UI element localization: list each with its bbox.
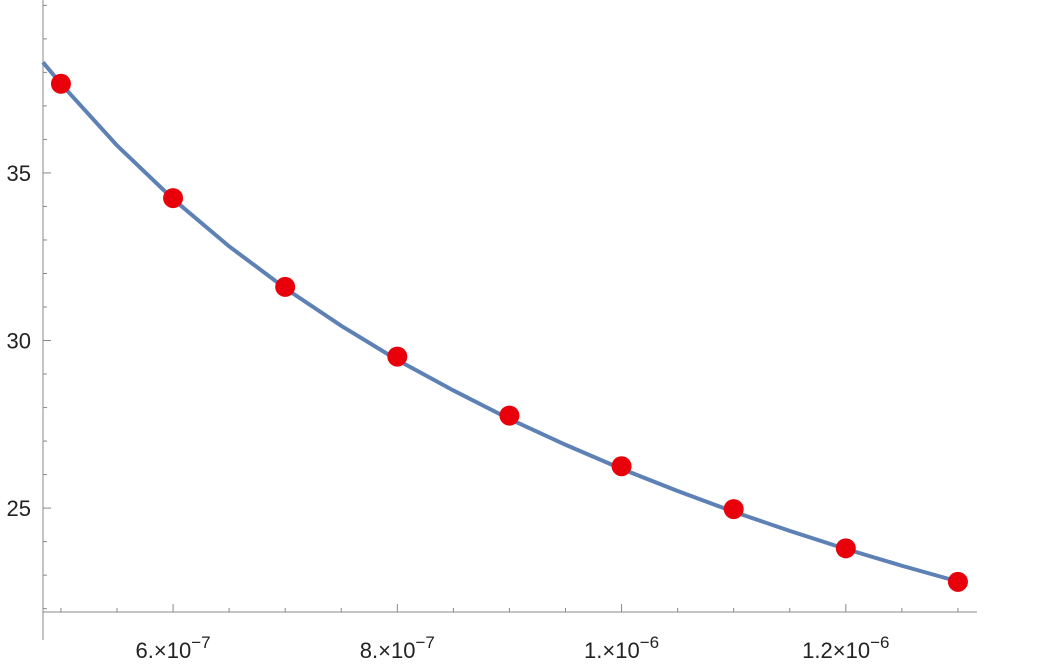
x-tick-label: 1.×10−6 — [584, 633, 659, 663]
x-tick-mantissa: 8.×10 — [360, 638, 416, 663]
data-point — [387, 346, 408, 367]
y-tick-label: 30 — [7, 329, 31, 354]
x-tick-exponent: −6 — [640, 633, 659, 652]
y-tick-label: 35 — [7, 161, 31, 186]
x-tick-exponent: −7 — [415, 633, 434, 652]
data-point — [723, 499, 744, 520]
data-point — [835, 538, 856, 559]
data-point — [499, 405, 520, 426]
x-tick-label: 8.×10−7 — [360, 633, 435, 663]
fit-curve — [41, 61, 959, 584]
x-tick-mantissa: 1.×10 — [584, 638, 640, 663]
data-point — [50, 73, 71, 94]
y-tick-label: 25 — [7, 496, 31, 521]
data-point — [163, 188, 184, 209]
data-point — [611, 456, 632, 477]
x-tick-label: 1.2×10−6 — [802, 633, 889, 663]
x-tick-label: 6.×10−7 — [136, 633, 211, 663]
x-tick-mantissa: 1.2×10 — [802, 638, 870, 663]
x-tick-exponent: −7 — [191, 633, 210, 652]
data-point — [947, 571, 968, 592]
data-point — [275, 276, 296, 297]
x-tick-mantissa: 6.×10 — [136, 638, 192, 663]
x-tick-exponent: −6 — [870, 633, 889, 652]
